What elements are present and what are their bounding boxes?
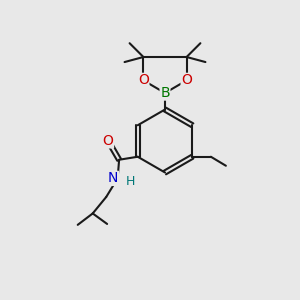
Text: N: N [108,171,118,185]
Text: O: O [138,74,149,87]
Text: B: B [160,86,170,100]
Text: O: O [103,134,113,148]
Text: O: O [181,74,192,87]
Text: H: H [125,176,135,188]
